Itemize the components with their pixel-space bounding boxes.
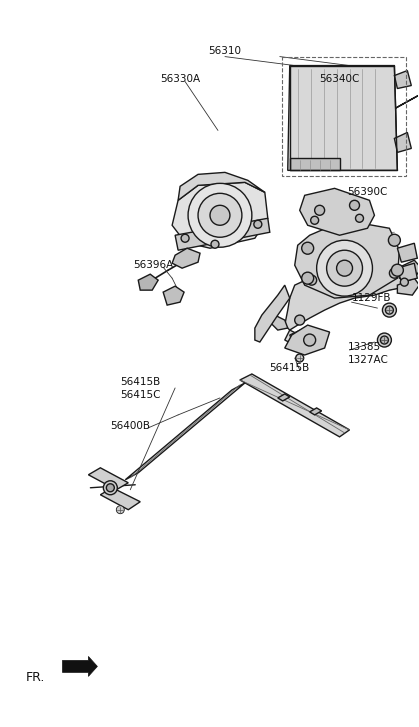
Circle shape <box>378 333 391 347</box>
Polygon shape <box>310 116 389 161</box>
Circle shape <box>210 205 230 225</box>
Circle shape <box>401 278 409 286</box>
Polygon shape <box>255 285 290 342</box>
Polygon shape <box>240 374 349 437</box>
Circle shape <box>188 183 252 247</box>
Polygon shape <box>397 260 419 278</box>
Circle shape <box>307 275 317 285</box>
Circle shape <box>296 354 304 362</box>
Text: 56415B: 56415B <box>120 377 160 387</box>
Circle shape <box>211 240 219 248</box>
Polygon shape <box>270 315 288 330</box>
Polygon shape <box>397 244 417 262</box>
Text: FR.: FR. <box>26 671 45 684</box>
Polygon shape <box>290 328 325 348</box>
Circle shape <box>198 193 242 237</box>
Polygon shape <box>394 132 411 153</box>
Polygon shape <box>178 172 265 201</box>
Circle shape <box>116 506 124 514</box>
Circle shape <box>315 205 325 215</box>
Text: 56400B: 56400B <box>110 421 150 431</box>
Text: 56310: 56310 <box>208 46 241 55</box>
Text: 1129FB: 1129FB <box>352 293 391 303</box>
Circle shape <box>388 234 401 246</box>
Polygon shape <box>300 188 375 236</box>
Polygon shape <box>172 248 200 268</box>
Polygon shape <box>285 330 300 345</box>
Circle shape <box>302 242 314 254</box>
Polygon shape <box>285 268 414 330</box>
Polygon shape <box>378 95 418 119</box>
Text: 56415B: 56415B <box>269 363 310 373</box>
Circle shape <box>106 483 114 491</box>
Circle shape <box>355 214 364 222</box>
Polygon shape <box>397 263 417 282</box>
Circle shape <box>304 334 316 346</box>
Polygon shape <box>285 325 330 355</box>
Text: 56340C: 56340C <box>320 73 360 84</box>
Text: 13385: 13385 <box>347 342 381 352</box>
Polygon shape <box>278 394 290 401</box>
Circle shape <box>103 481 117 495</box>
Text: 56390C: 56390C <box>347 188 388 197</box>
Polygon shape <box>62 656 97 676</box>
Circle shape <box>327 250 362 286</box>
Text: 56415C: 56415C <box>120 390 160 400</box>
Polygon shape <box>88 467 128 490</box>
Circle shape <box>302 272 314 284</box>
Text: 56330A: 56330A <box>160 73 200 84</box>
Text: 1327AC: 1327AC <box>347 355 388 365</box>
Circle shape <box>389 268 399 278</box>
Circle shape <box>181 234 189 242</box>
Circle shape <box>383 303 396 317</box>
Polygon shape <box>125 383 245 480</box>
Polygon shape <box>290 158 339 170</box>
Polygon shape <box>101 488 140 510</box>
Polygon shape <box>394 71 411 89</box>
Polygon shape <box>138 274 158 290</box>
Circle shape <box>385 306 393 314</box>
Circle shape <box>349 201 360 210</box>
Polygon shape <box>397 278 419 295</box>
Polygon shape <box>295 220 399 298</box>
Circle shape <box>310 216 318 224</box>
Polygon shape <box>288 65 397 170</box>
Bar <box>282 57 406 177</box>
Circle shape <box>254 220 262 228</box>
Circle shape <box>336 260 352 276</box>
Circle shape <box>295 315 305 325</box>
Circle shape <box>380 336 388 344</box>
Circle shape <box>317 240 372 296</box>
Polygon shape <box>163 286 184 305</box>
Polygon shape <box>172 182 268 248</box>
Polygon shape <box>175 218 270 250</box>
Polygon shape <box>310 408 322 415</box>
Text: 56396A: 56396A <box>133 260 173 270</box>
Circle shape <box>391 264 403 276</box>
